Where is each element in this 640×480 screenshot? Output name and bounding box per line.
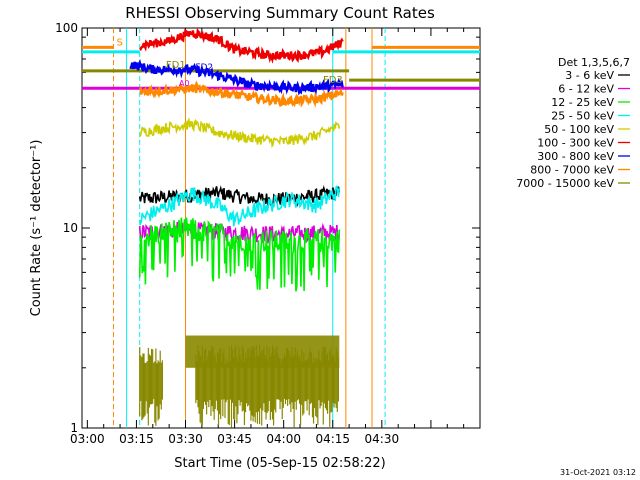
x-tick-label: 04:30 [365,432,400,446]
legend-entry-label: 12 - 25 keV [551,96,614,109]
series-trace [138,217,341,292]
series-trace [138,184,341,207]
series-trace [138,185,341,227]
y-tick-label: 1 [70,421,78,435]
footer-date: 31-Oct-2021 03:12 [560,468,636,477]
legend-entry-label: 7000 - 15000 keV [516,177,614,190]
legend-title: Det 1,3,5,6,7 [558,56,630,69]
x-tick-label: 04:15 [315,432,350,446]
series-trace [139,117,341,149]
legend-entry-label: 300 - 800 keV [537,150,614,163]
legend-entry-label: 25 - 50 keV [551,110,614,123]
annotation-fd1: FD1 [166,60,186,71]
legend-entry-label: 6 - 12 keV [558,83,614,96]
annotation-fd2: FD2 [195,63,213,73]
series-trace [139,80,344,108]
x-tick-label: 03:15 [119,432,154,446]
x-tick-label: 03:30 [168,432,203,446]
chart-title: RHESSI Observing Summary Count Rates [125,4,435,22]
x-tick-label: 03:00 [70,432,105,446]
legend-entry-label: 800 - 7000 keV [530,164,614,177]
legend-entry-label: 3 - 6 keV [565,69,614,82]
y-tick-label: 100 [55,21,78,35]
series-trace [139,28,344,64]
x-tick-label: 03:45 [217,432,252,446]
series-trace [129,58,344,96]
annotation-fd3: FD3 [323,75,343,86]
series-band [185,335,340,368]
plot-area: 1 10 100 03:00 03:15 03:30 03:45 04:00 04:15 04:3… [55,21,630,446]
y-tick-label: 10 [63,221,78,235]
x-axis-label: Start Time (05-Sep-15 02:58:22) [174,456,385,471]
annotation-s: S [117,37,123,48]
x-tick-label: 04:00 [266,432,301,446]
y-axis-label: Count Rate (s⁻¹ detector⁻¹) [29,140,44,317]
annotation-a0: A0 [179,79,190,88]
legend-entry-label: 50 - 100 keV [544,123,614,136]
legend-entry-label: 100 - 300 keV [537,137,614,150]
